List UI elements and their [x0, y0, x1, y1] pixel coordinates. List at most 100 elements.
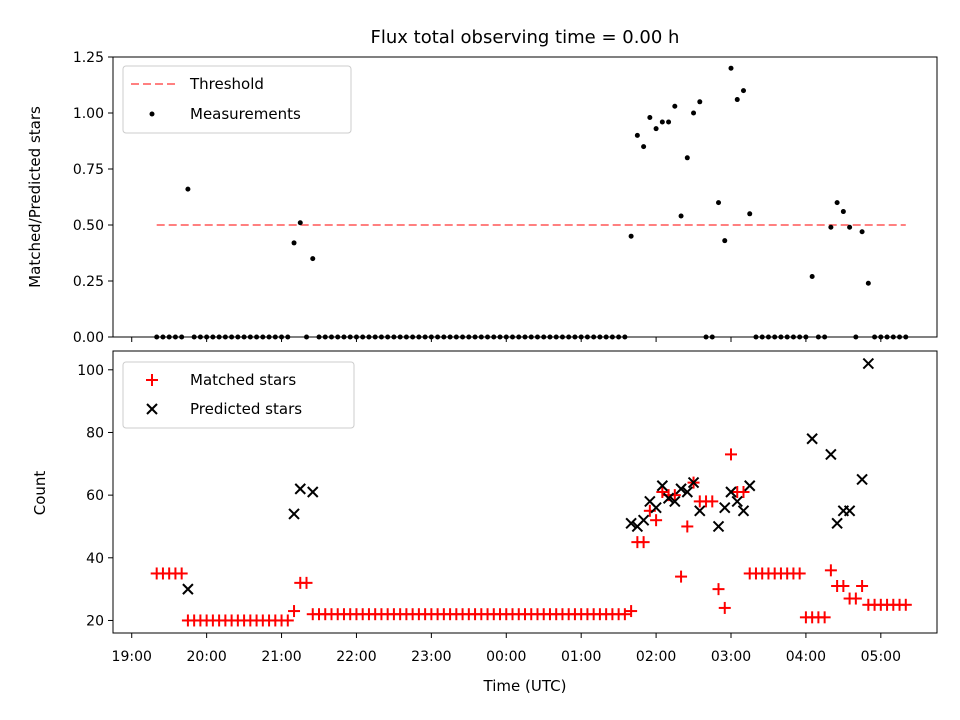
predicted-star-point: [712, 520, 725, 533]
predicted-star-point: [307, 486, 319, 498]
bottom-x-tick-label: 03:00: [711, 649, 751, 665]
bottom-data-layer: [150, 357, 912, 627]
matched-star-point: [856, 580, 869, 592]
matched-star-point: [849, 592, 862, 605]
predicted-star-point: [637, 514, 650, 526]
predicted-star-point: [825, 448, 837, 461]
matched-star-point: [837, 580, 850, 592]
measurement-point: [834, 200, 840, 206]
measurement-point: [697, 99, 703, 105]
predicted-star-point: [694, 505, 706, 517]
bottom-y-axis: 20 40 60 80 100: [77, 363, 113, 629]
bottom-plot-area: 20 40 60 80 100 19:00 20:00 21:00 22:00 23:00 00:…: [31, 350, 938, 695]
top-legend: Threshold Measurements: [122, 65, 352, 134]
measurement-point: [691, 110, 697, 116]
bottom-y-tick-label: 40: [86, 551, 104, 567]
predicted-star-point: [675, 483, 687, 495]
measurement-point: [672, 103, 678, 109]
top-legend-box: [122, 65, 352, 134]
top-y-tick-label: 0.00: [73, 330, 104, 346]
measurement-point: [740, 88, 746, 94]
bottom-legend: Matched stars Predicted stars: [122, 361, 355, 429]
top-y-axis: 0.00 0.25 0.50 0.75 1.00 1.25: [73, 50, 113, 346]
matched-star-point: [288, 605, 301, 618]
predicted-star-point: [625, 517, 637, 530]
measurement-point: [185, 186, 191, 192]
measurement-point: [847, 224, 853, 230]
bottom-x-tick-label: 05:00: [861, 649, 901, 665]
bottom-x-axis: 19:00 20:00 21:00 22:00 23:00 00:00 01:00 02:00…: [112, 633, 901, 665]
predicted-star-point: [806, 433, 818, 445]
legend-matched-label: Matched stars: [190, 371, 296, 389]
measurement-point: [666, 119, 672, 125]
top-y-tick-label: 0.50: [73, 218, 104, 234]
top-y-tick-label: 1.00: [73, 106, 104, 122]
measurement-point: [659, 119, 665, 125]
matched-star-point: [737, 486, 750, 498]
matched-star-point: [824, 564, 837, 577]
measurement-point: [809, 274, 815, 280]
measurement-point: [641, 144, 647, 150]
bottom-x-tick-label: 21:00: [261, 649, 301, 665]
matched-star-point: [618, 608, 631, 621]
top-plot-frame: [112, 56, 938, 338]
measurement-point: [653, 126, 659, 132]
matched-star-point: [175, 567, 188, 580]
predicted-star-point: [182, 583, 194, 595]
matched-star-point: [725, 448, 737, 461]
bottom-y-tick-label: 80: [86, 425, 104, 441]
legend-predicted-swatch: [146, 403, 158, 415]
bottom-legend-box: [122, 361, 355, 429]
matched-star-point: [718, 601, 731, 614]
measurement-point: [678, 213, 684, 219]
matched-star-point: [625, 605, 638, 618]
matched-star-point: [818, 611, 831, 624]
bottom-x-axis-label: Time (UTC): [483, 677, 567, 695]
matched-star-point: [706, 495, 719, 508]
measurement-point: [634, 132, 640, 138]
matched-star-point: [793, 567, 806, 580]
measurement-point: [310, 256, 316, 262]
legend-measurements-swatch: [149, 111, 155, 117]
legend-predicted-label: Predicted stars: [190, 400, 302, 418]
top-y-tick-label: 1.25: [73, 50, 104, 66]
legend-threshold-label: Threshold: [189, 75, 264, 93]
measurement-point: [684, 155, 690, 161]
legend-matched-swatch: [146, 374, 158, 386]
measurement-point: [840, 209, 846, 215]
matched-star-point: [899, 598, 912, 611]
predicted-star-point: [744, 480, 756, 492]
measurement-point: [716, 200, 722, 206]
bottom-y-tick-label: 100: [77, 363, 104, 379]
top-y-tick-label: 0.75: [73, 162, 104, 178]
predicted-star-point: [656, 480, 669, 492]
predicted-star-point: [288, 508, 300, 520]
bottom-x-tick-label: 04:00: [786, 649, 826, 665]
predicted-star-point: [731, 495, 743, 508]
matched-star-point: [656, 486, 669, 498]
predicted-star-point: [681, 486, 694, 498]
measurement-point: [722, 238, 728, 244]
predicted-star-point: [719, 501, 731, 514]
bottom-y-axis-label: Count: [31, 471, 49, 516]
predicted-star-point: [294, 483, 306, 495]
bottom-x-tick-label: 19:00: [112, 649, 152, 665]
legend-measurements-label: Measurements: [190, 105, 301, 123]
bottom-y-tick-label: 20: [86, 613, 104, 629]
top-y-tick-label: 0.25: [73, 274, 104, 290]
matched-star-point: [650, 514, 663, 527]
measurement-point: [734, 97, 740, 103]
bottom-x-tick-label: 00:00: [486, 649, 526, 665]
predicted-star-point: [737, 505, 750, 517]
predicted-star-point: [687, 476, 700, 489]
matched-star-point: [281, 614, 294, 627]
predicted-star-point: [843, 505, 856, 517]
bottom-x-tick-label: 20:00: [186, 649, 226, 665]
matched-star-point: [681, 520, 694, 533]
predicted-star-point: [856, 473, 868, 486]
measurement-point: [728, 65, 734, 71]
measurement-point: [859, 229, 865, 235]
bottom-plot-frame: [112, 350, 938, 634]
measurement-point: [628, 233, 634, 239]
